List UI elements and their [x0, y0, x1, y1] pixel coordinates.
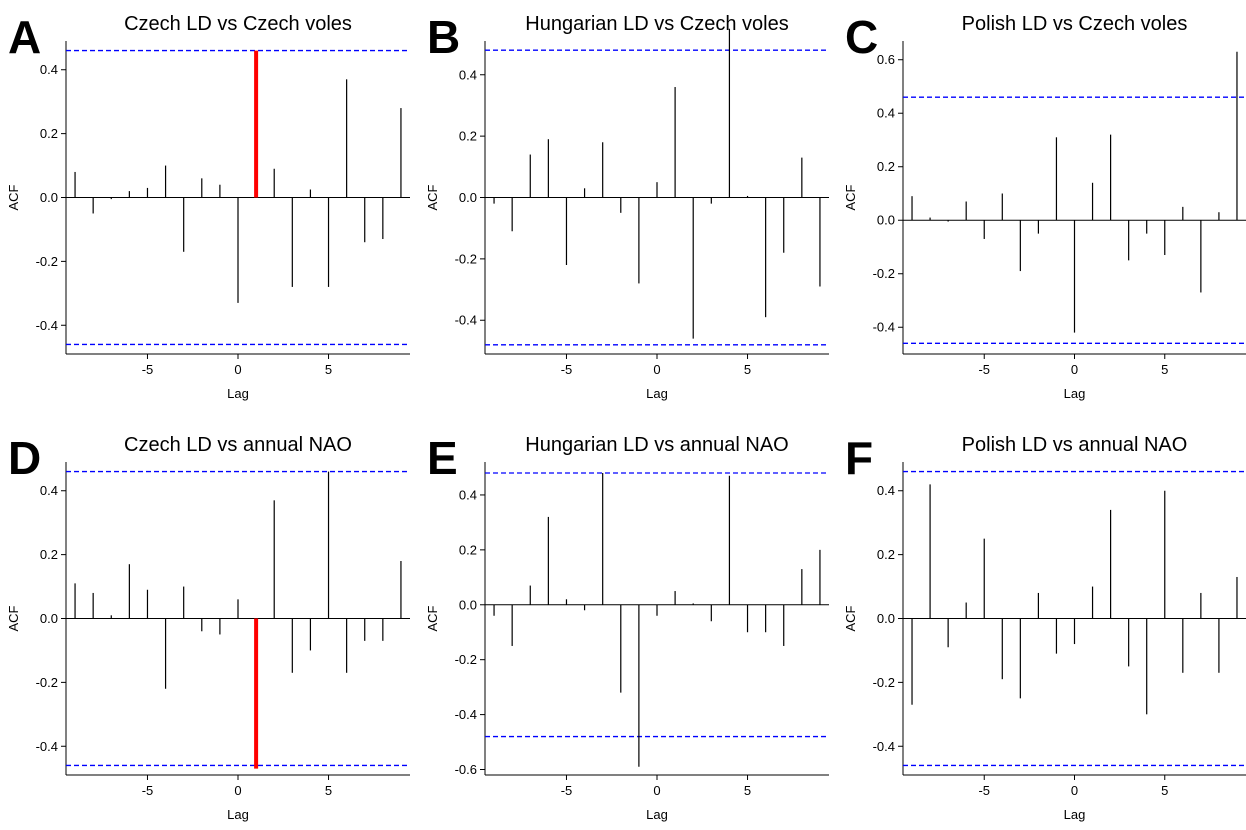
x-axis-label-e: Lag	[646, 807, 668, 822]
panel-b: B Hungarian LD vs Czech voles -0.4 -0.2 0.0 0…	[425, 11, 829, 401]
x-tick-label-b: 5	[744, 362, 751, 377]
y-axis-label-f: ACF	[843, 605, 858, 631]
panel-title-f: Polish LD vs annual NAO	[962, 434, 1188, 456]
x-tick-label-f: 0	[1071, 783, 1078, 798]
panel-title-a: Czech LD vs Czech voles	[124, 13, 352, 35]
panel-c: C Polish LD vs Czech voles -0.4 -0.2 0.0 0.2 0…	[843, 11, 1246, 401]
panel-f: F Polish LD vs annual NAO -0.4 -0.2 0.0 0.2 0.…	[843, 432, 1246, 822]
y-tick-label-b: -0.4	[455, 313, 477, 328]
x-axis-label-a: Lag	[227, 386, 249, 401]
y-axis-label-e: ACF	[425, 605, 440, 631]
y-tick-label-f: 0.4	[877, 483, 895, 498]
x-tick-label-b: 0	[653, 362, 660, 377]
y-tick-label-b: 0.2	[459, 129, 477, 144]
y-axis-label-b: ACF	[425, 184, 440, 210]
x-axis-label-b: Lag	[646, 386, 668, 401]
panel-letter-a: A	[8, 11, 41, 63]
y-tick-label-a: 0.2	[40, 126, 58, 141]
y-tick-label-c: -0.2	[873, 266, 895, 281]
x-tick-label-c: 0	[1071, 362, 1078, 377]
y-tick-label-e: 0.4	[459, 487, 477, 502]
y-tick-label-f: -0.2	[873, 675, 895, 690]
y-tick-label-a: 0.4	[40, 62, 58, 77]
y-tick-label-d: 0.0	[40, 611, 58, 626]
y-tick-label-b: -0.2	[455, 251, 477, 266]
x-tick-label-e: 5	[744, 783, 751, 798]
x-axis-label-f: Lag	[1064, 807, 1086, 822]
x-tick-label-b: -5	[561, 362, 573, 377]
panel-title-d: Czech LD vs annual NAO	[124, 434, 352, 456]
y-axis-label-d: ACF	[6, 605, 21, 631]
panel-a: A Czech LD vs Czech voles -0.4 -0.2 0.0 0.2 0.…	[6, 11, 410, 401]
y-tick-label-b: 0.4	[459, 67, 477, 82]
x-tick-label-c: -5	[978, 362, 990, 377]
x-tick-label-d: -5	[142, 783, 154, 798]
x-tick-label-a: -5	[142, 362, 154, 377]
x-tick-label-a: 5	[325, 362, 332, 377]
y-tick-label-f: -0.4	[873, 739, 895, 754]
panel-d: D Czech LD vs annual NAO -0.4 -0.2 0.0 0.2 0.4…	[6, 432, 410, 822]
x-tick-label-c: 5	[1161, 362, 1168, 377]
panel-letter-c: C	[845, 11, 878, 63]
panel-title-e: Hungarian LD vs annual NAO	[525, 434, 788, 456]
y-tick-label-d: -0.2	[36, 675, 58, 690]
y-tick-label-f: 0.2	[877, 547, 895, 562]
y-tick-label-e: -0.4	[455, 707, 477, 722]
y-tick-label-c: -0.4	[873, 320, 895, 335]
y-tick-label-b: 0.0	[459, 190, 477, 205]
panel-title-b: Hungarian LD vs Czech voles	[525, 13, 788, 35]
y-tick-label-c: 0.6	[877, 52, 895, 67]
y-tick-label-d: 0.2	[40, 547, 58, 562]
panel-title-c: Polish LD vs Czech voles	[962, 13, 1188, 35]
panel-letter-d: D	[8, 432, 41, 484]
x-tick-label-e: -5	[561, 783, 573, 798]
panel-letter-b: B	[427, 11, 460, 63]
y-tick-label-f: 0.0	[877, 611, 895, 626]
y-tick-label-e: -0.2	[455, 652, 477, 667]
y-axis-label-a: ACF	[6, 184, 21, 210]
y-tick-label-e: 0.2	[459, 542, 477, 557]
y-axis-label-c: ACF	[843, 184, 858, 210]
y-tick-label-e: -0.6	[455, 762, 477, 777]
x-tick-label-f: -5	[978, 783, 990, 798]
panel-letter-f: F	[845, 432, 873, 484]
x-tick-label-a: 0	[234, 362, 241, 377]
y-tick-label-c: 0.4	[877, 106, 895, 121]
panel-letter-e: E	[427, 432, 458, 484]
x-tick-label-f: 5	[1161, 783, 1168, 798]
y-tick-label-a: 0.0	[40, 190, 58, 205]
panel-e: E Hungarian LD vs annual NAO -0.6 -0.4 -0.2 0…	[425, 432, 829, 822]
y-tick-label-e: 0.0	[459, 597, 477, 612]
x-axis-label-d: Lag	[227, 807, 249, 822]
x-tick-label-e: 0	[653, 783, 660, 798]
x-tick-label-d: 5	[325, 783, 332, 798]
y-tick-label-c: 0.0	[877, 213, 895, 228]
y-tick-label-a: -0.2	[36, 254, 58, 269]
y-tick-label-d: -0.4	[36, 739, 58, 754]
x-axis-label-c: Lag	[1064, 386, 1086, 401]
y-tick-label-a: -0.4	[36, 318, 58, 333]
y-tick-label-d: 0.4	[40, 483, 58, 498]
x-tick-label-d: 0	[234, 783, 241, 798]
y-tick-label-c: 0.2	[877, 159, 895, 174]
